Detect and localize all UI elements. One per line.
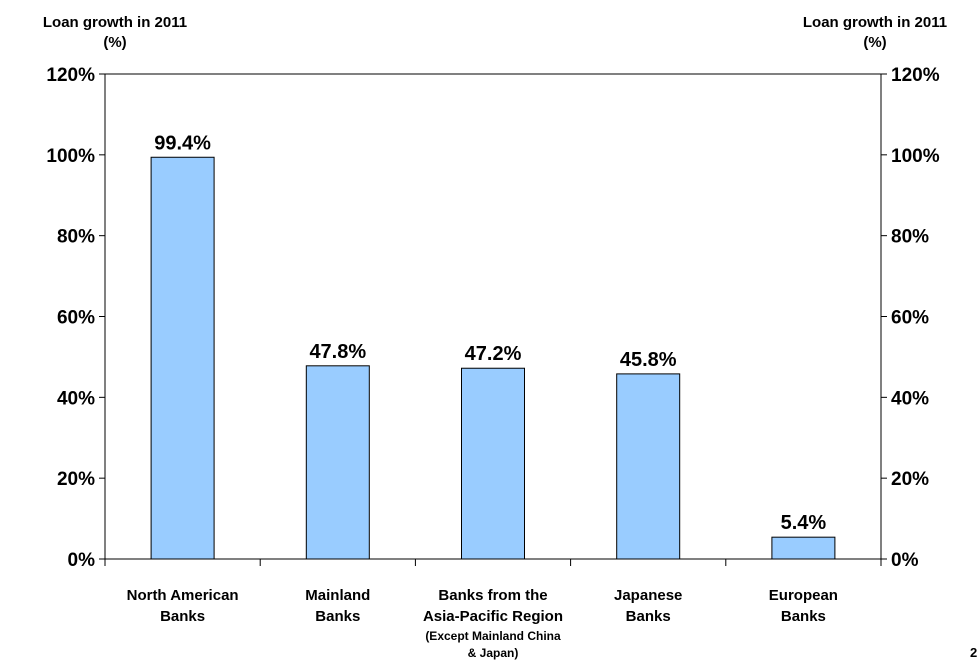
y-tick-label-left: 120% xyxy=(46,65,95,86)
data-label: 47.2% xyxy=(465,343,522,365)
y-tick-label-right: 100% xyxy=(891,146,940,167)
category-label: (Except Mainland China xyxy=(425,629,561,643)
category-label: North American xyxy=(127,587,239,604)
y-tick-label-right: 40% xyxy=(891,388,929,409)
right-axis-title: Loan growth in 2011 (%) xyxy=(760,13,979,53)
category-label: Banks xyxy=(626,608,671,625)
y-tick-label-left: 20% xyxy=(57,469,95,490)
data-label: 5.4% xyxy=(781,512,827,534)
y-tick-label-left: 60% xyxy=(57,308,95,329)
y-tick-label-left: 0% xyxy=(68,550,96,571)
category-label: Banks xyxy=(160,608,205,625)
bar xyxy=(771,536,836,560)
category-label: Banks xyxy=(315,608,360,625)
data-label: 99.4% xyxy=(154,132,211,154)
y-tick-label-right: 120% xyxy=(891,65,940,86)
y-tick-label-right: 80% xyxy=(891,227,929,248)
category-label: Banks from the xyxy=(438,587,547,604)
bar xyxy=(305,365,370,560)
right-axis-title-line1: Loan growth in 2011 xyxy=(802,14,948,31)
bar xyxy=(616,373,681,560)
y-tick-label-right: 20% xyxy=(891,469,929,490)
category-label: Japanese xyxy=(614,587,682,604)
data-label: 47.8% xyxy=(309,341,366,363)
y-tick-label-left: 100% xyxy=(46,146,95,167)
left-axis-title: Loan growth in 2011 (%) xyxy=(0,13,230,53)
page-number: 2 xyxy=(970,645,978,660)
bar xyxy=(461,367,525,560)
category-label: Mainland xyxy=(305,587,370,604)
category-label: & Japan) xyxy=(468,646,519,660)
right-axis-title-line2: (%) xyxy=(863,34,887,51)
y-tick-label-right: 60% xyxy=(891,308,929,329)
left-axis-title-line2: (%) xyxy=(103,34,127,51)
bar xyxy=(150,156,215,560)
y-tick-label-left: 80% xyxy=(57,227,95,248)
category-label: Asia-Pacific Region xyxy=(423,608,563,625)
category-label: European xyxy=(769,587,838,604)
left-axis-title-line1: Loan growth in 2011 xyxy=(42,14,188,31)
y-tick-label-right: 0% xyxy=(891,550,919,571)
category-label: Banks xyxy=(781,608,826,625)
data-label: 45.8% xyxy=(620,349,677,371)
y-tick-label-left: 40% xyxy=(57,388,95,409)
